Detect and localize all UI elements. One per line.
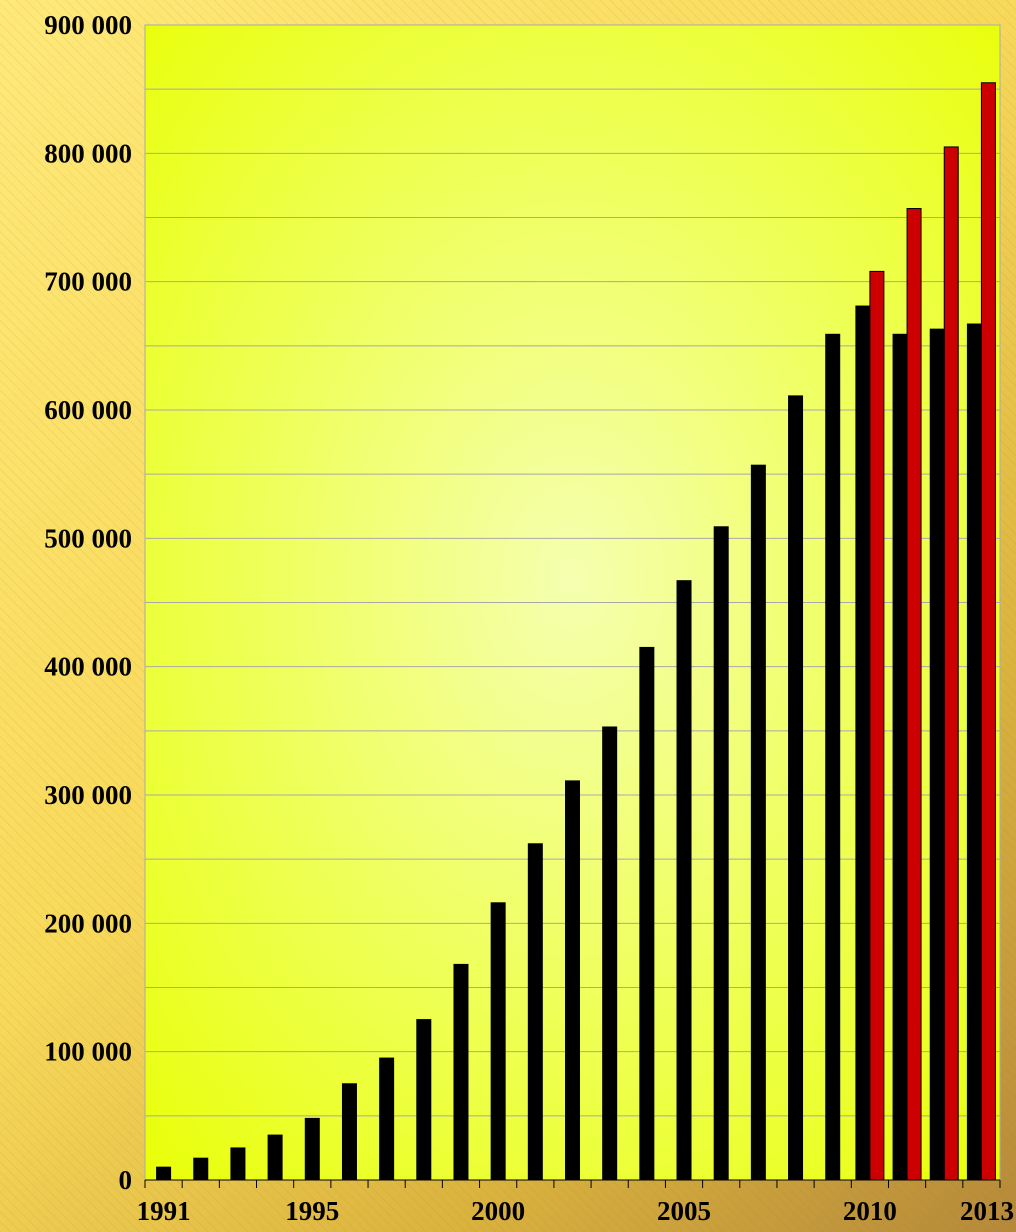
y-tick-label: 800 000 bbox=[44, 138, 132, 168]
y-tick-label: 700 000 bbox=[44, 267, 132, 297]
bar-series1-2001 bbox=[527, 843, 543, 1181]
x-tick-label: 1995 bbox=[285, 1196, 339, 1226]
bar-series1-1996 bbox=[341, 1083, 357, 1181]
x-tick-label: 2005 bbox=[657, 1196, 711, 1226]
bar-series2-2012 bbox=[943, 146, 959, 1181]
y-tick-label: 600 000 bbox=[44, 395, 132, 425]
bar-series1-2004 bbox=[639, 646, 655, 1181]
bar-series1-2002 bbox=[565, 780, 580, 1181]
bar-series1-2011 bbox=[892, 333, 908, 1181]
y-tick-label: 100 000 bbox=[44, 1037, 132, 1067]
bar-series1-2005 bbox=[676, 580, 692, 1181]
bar-series1-2006 bbox=[713, 526, 729, 1181]
x-tick-label: 2013 bbox=[960, 1196, 1014, 1226]
y-tick-label: 400 000 bbox=[44, 652, 132, 682]
x-tick-label: 1991 bbox=[137, 1196, 191, 1226]
y-axis-labels: 0 100 000 200 000 300 000 400 000 500 000 600 … bbox=[44, 10, 132, 1195]
bar-series1-2010 bbox=[855, 305, 871, 1181]
bar-series1-1997 bbox=[379, 1057, 395, 1181]
bar-series2-2010 bbox=[869, 270, 885, 1181]
bar-series1-1993 bbox=[230, 1147, 246, 1181]
bar-series1-2007 bbox=[750, 464, 766, 1181]
bar-series1-1992 bbox=[193, 1157, 209, 1181]
bar-series1-2008 bbox=[788, 395, 804, 1181]
bar-series1-1991 bbox=[156, 1166, 172, 1181]
bar-series1-2012 bbox=[929, 328, 945, 1181]
y-tick-label: 200 000 bbox=[44, 908, 132, 938]
y-tick-label: 0 bbox=[119, 1165, 133, 1195]
x-tick-label: 2010 bbox=[843, 1196, 897, 1226]
bar-series1-1999 bbox=[453, 963, 469, 1181]
y-tick-label: 500 000 bbox=[44, 523, 132, 553]
bar-series2-2011 bbox=[906, 208, 922, 1181]
bar-series1-2013 bbox=[966, 323, 982, 1181]
y-tick-label: 900 000 bbox=[44, 10, 132, 40]
bar-series1-1995 bbox=[304, 1117, 320, 1181]
bar-series1-2009 bbox=[825, 333, 841, 1181]
bar-series2-2013 bbox=[980, 82, 996, 1181]
bar-series1-1998 bbox=[416, 1019, 432, 1181]
x-tick-label: 2000 bbox=[471, 1196, 525, 1226]
x-tick-marks bbox=[144, 1180, 1001, 1188]
x-axis-labels: 1991 1995 2000 2005 2010 2013 bbox=[137, 1196, 1014, 1226]
y-tick-label: 300 000 bbox=[44, 780, 132, 810]
bar-series1-1994 bbox=[267, 1134, 283, 1181]
bar-series1-2003 bbox=[602, 726, 618, 1181]
bar-series1-2000 bbox=[490, 902, 506, 1181]
